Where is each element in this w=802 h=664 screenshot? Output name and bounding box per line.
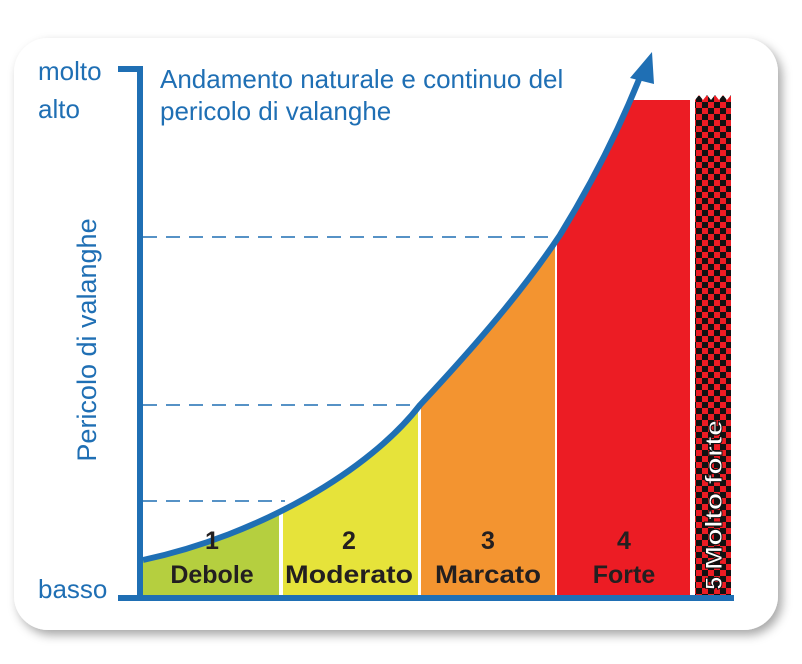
trend-curve (142, 70, 645, 563)
level-number: 3 (481, 527, 495, 555)
level-number: 2 (342, 527, 356, 555)
level-number: 1 (205, 527, 219, 555)
level-number: 5 (701, 577, 728, 590)
level-number: 4 (617, 527, 631, 555)
y-axis-title: Pericolo di valanghe (72, 218, 102, 461)
axes (118, 66, 734, 601)
level-name: Marcato (435, 561, 541, 589)
band-5 (695, 95, 731, 598)
title-line: pericolo di valanghe (160, 96, 391, 126)
level-name: Molto forte (701, 420, 728, 570)
x-axis (118, 595, 734, 601)
y-bottom-label: basso (38, 574, 107, 604)
level-name: Debole (170, 561, 253, 589)
y-top-label: alto (38, 94, 80, 124)
y-top-label: molto (38, 56, 102, 86)
arrowhead (630, 52, 654, 84)
level-name: Moderato (285, 561, 413, 589)
dashed-lines (143, 236, 558, 502)
level-5-label: 5 Molto forte (701, 420, 729, 591)
level-name: Forte (593, 561, 656, 589)
title-line: Andamento naturale e continuo del (160, 64, 563, 94)
y-axis-top-tick (118, 66, 143, 72)
y-axis (137, 66, 143, 601)
